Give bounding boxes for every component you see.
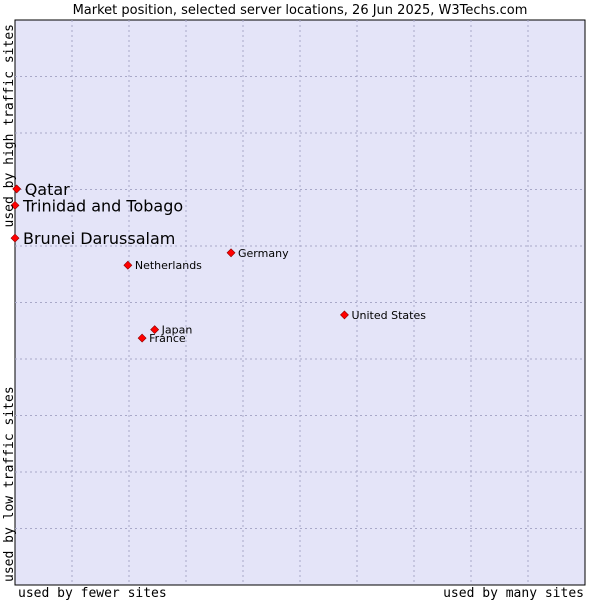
point-label-japan: Japan (161, 324, 193, 337)
point-marker-qatar (12, 184, 22, 194)
point-label-trinidad-and-tobago: Trinidad and Tobago (22, 196, 183, 215)
chart-title: Market position, selected server locatio… (73, 3, 528, 18)
point-trinidad-and-tobago: Trinidad and Tobago (10, 196, 183, 215)
point-label-qatar: Qatar (25, 180, 70, 199)
point-label-united-states: United States (351, 309, 426, 322)
point-label-netherlands: Netherlands (135, 259, 202, 272)
point-france: France (137, 332, 186, 345)
point-united-states: United States (340, 309, 426, 322)
point-marker-brunei-darussalam (10, 233, 20, 243)
y-axis-label-top: used by high traffic sites (2, 24, 17, 228)
x-axis-label-left: used by fewer sites (18, 586, 167, 600)
point-japan: Japan (150, 324, 193, 337)
point-marker-france (137, 333, 147, 343)
point-marker-trinidad-and-tobago (10, 200, 20, 210)
point-marker-united-states (340, 310, 349, 320)
point-label-france: France (149, 332, 186, 345)
point-netherlands: Netherlands (123, 259, 202, 272)
x-axis-label-right: used by many sites (443, 586, 584, 600)
point-label-germany: Germany (238, 247, 289, 260)
point-marker-germany (226, 248, 236, 258)
point-germany: Germany (226, 247, 289, 260)
point-marker-netherlands (123, 260, 133, 270)
y-axis-label-bottom: used by low traffic sites (2, 386, 17, 582)
point-label-brunei-darussalam: Brunei Darussalam (23, 229, 175, 248)
grid (15, 20, 585, 585)
point-marker-japan (150, 325, 160, 335)
point-qatar: Qatar (12, 180, 70, 199)
point-brunei-darussalam: Brunei Darussalam (10, 229, 175, 248)
